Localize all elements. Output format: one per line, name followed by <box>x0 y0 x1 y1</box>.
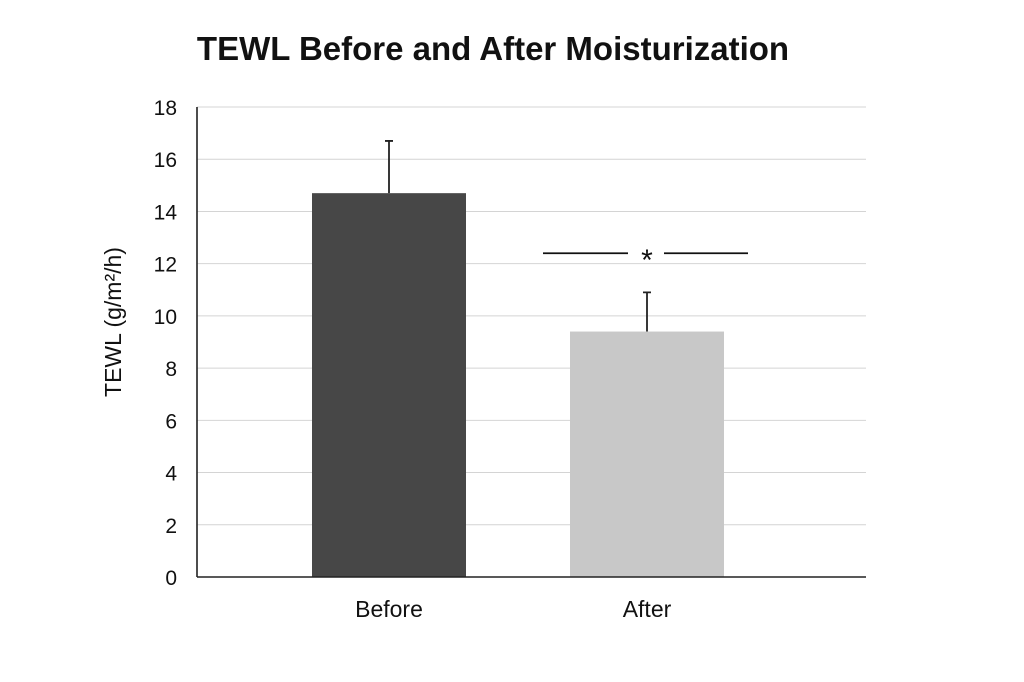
y-tick-label-6: 6 <box>165 410 177 433</box>
y-tick-label-18: 18 <box>154 97 177 120</box>
bar-after <box>570 331 724 577</box>
x-category-label-after: After <box>623 596 672 622</box>
y-tick-label-8: 8 <box>165 358 177 381</box>
y-tick-label-14: 14 <box>154 201 178 224</box>
y-tick-label-2: 2 <box>165 515 177 538</box>
chart-title: TEWL Before and After Moisturization <box>197 30 789 67</box>
y-tick-label-16: 16 <box>154 149 177 172</box>
gridlines <box>197 106 866 526</box>
y-axis-label: TEWL (g/m²/h) <box>100 247 126 397</box>
error-bar-after <box>643 291 651 332</box>
x-category-label-before: Before <box>355 596 423 622</box>
axes <box>196 107 866 578</box>
y-tick-label-0: 0 <box>165 567 177 590</box>
y-tick-label-4: 4 <box>165 463 177 486</box>
bar-before <box>312 193 466 577</box>
significance-marker: * <box>641 244 653 277</box>
bars <box>312 140 724 577</box>
y-tick-label-10: 10 <box>154 306 177 329</box>
labels: 0 2 4 6 8 10 12 14 16 18 Before After * <box>154 97 672 622</box>
y-tick-label-12: 12 <box>154 254 177 277</box>
error-bar-before <box>385 140 393 194</box>
